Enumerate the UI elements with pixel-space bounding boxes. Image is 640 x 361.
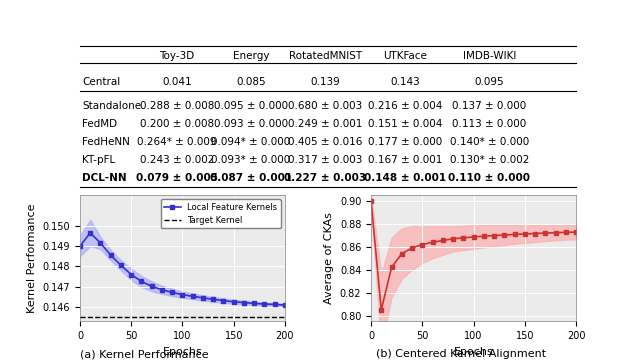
Text: 0.079 ± 0.005: 0.079 ± 0.005	[136, 173, 218, 183]
Text: RotatedMNIST: RotatedMNIST	[289, 51, 362, 61]
Y-axis label: Kernel Performance: Kernel Performance	[27, 204, 37, 313]
Text: 0.095 ± 0.000: 0.095 ± 0.000	[214, 101, 288, 111]
Text: Central: Central	[83, 77, 121, 87]
Text: Toy-3D: Toy-3D	[159, 51, 195, 61]
Text: 0.094* ± 0.000: 0.094* ± 0.000	[211, 137, 291, 147]
Text: (b) Centered Kernel Alignment: (b) Centered Kernel Alignment	[376, 349, 546, 360]
Text: (a) Kernel Performance: (a) Kernel Performance	[80, 349, 208, 360]
X-axis label: Epochs: Epochs	[454, 347, 493, 357]
Text: Standalone: Standalone	[83, 101, 141, 111]
Text: 0.041: 0.041	[162, 77, 191, 87]
Text: 0.317 ± 0.003: 0.317 ± 0.003	[289, 155, 363, 165]
Text: 0.087 ± 0.001: 0.087 ± 0.001	[210, 173, 292, 183]
Text: 0.113 ± 0.000: 0.113 ± 0.000	[452, 119, 526, 129]
Text: 0.216 ± 0.004: 0.216 ± 0.004	[368, 101, 442, 111]
Text: 0.095: 0.095	[474, 77, 504, 87]
Text: 0.264* ± 0.009: 0.264* ± 0.009	[137, 137, 216, 147]
Text: 0.288 ± 0.008: 0.288 ± 0.008	[140, 101, 214, 111]
Text: 0.148 ± 0.001: 0.148 ± 0.001	[364, 173, 446, 183]
Text: IMDB-WIKI: IMDB-WIKI	[463, 51, 516, 61]
Text: 0.137 ± 0.000: 0.137 ± 0.000	[452, 101, 526, 111]
Text: 0.227 ± 0.003: 0.227 ± 0.003	[284, 173, 367, 183]
Text: 0.177 ± 0.000: 0.177 ± 0.000	[368, 137, 442, 147]
Text: 0.680 ± 0.003: 0.680 ± 0.003	[289, 101, 363, 111]
Text: KT-pFL: KT-pFL	[83, 155, 116, 165]
Text: 0.249 ± 0.001: 0.249 ± 0.001	[289, 119, 363, 129]
Text: 0.140* ± 0.000: 0.140* ± 0.000	[449, 137, 529, 147]
Text: 0.093* ± 0.000: 0.093* ± 0.000	[211, 155, 291, 165]
Text: 0.143: 0.143	[390, 77, 420, 87]
Text: 0.110 ± 0.000: 0.110 ± 0.000	[448, 173, 530, 183]
Text: UTKFace: UTKFace	[383, 51, 427, 61]
Text: 0.139: 0.139	[310, 77, 340, 87]
Text: FedHeNN: FedHeNN	[83, 137, 131, 147]
Text: 0.093 ± 0.000: 0.093 ± 0.000	[214, 119, 288, 129]
Text: 0.151 ± 0.004: 0.151 ± 0.004	[368, 119, 442, 129]
Text: 0.130* ± 0.002: 0.130* ± 0.002	[449, 155, 529, 165]
Text: 0.243 ± 0.002: 0.243 ± 0.002	[140, 155, 214, 165]
Text: 0.085: 0.085	[236, 77, 266, 87]
Text: DCL-NN: DCL-NN	[83, 173, 127, 183]
Legend: Local Feature Kernels, Target Kernel: Local Feature Kernels, Target Kernel	[161, 199, 281, 228]
Text: Energy: Energy	[233, 51, 269, 61]
Text: 0.167 ± 0.001: 0.167 ± 0.001	[368, 155, 442, 165]
Text: 0.200 ± 0.008: 0.200 ± 0.008	[140, 119, 214, 129]
Text: 0.405 ± 0.016: 0.405 ± 0.016	[289, 137, 363, 147]
X-axis label: Epochs: Epochs	[163, 347, 202, 357]
Y-axis label: Average of CKAs: Average of CKAs	[324, 212, 334, 304]
Text: FedMD: FedMD	[83, 119, 118, 129]
